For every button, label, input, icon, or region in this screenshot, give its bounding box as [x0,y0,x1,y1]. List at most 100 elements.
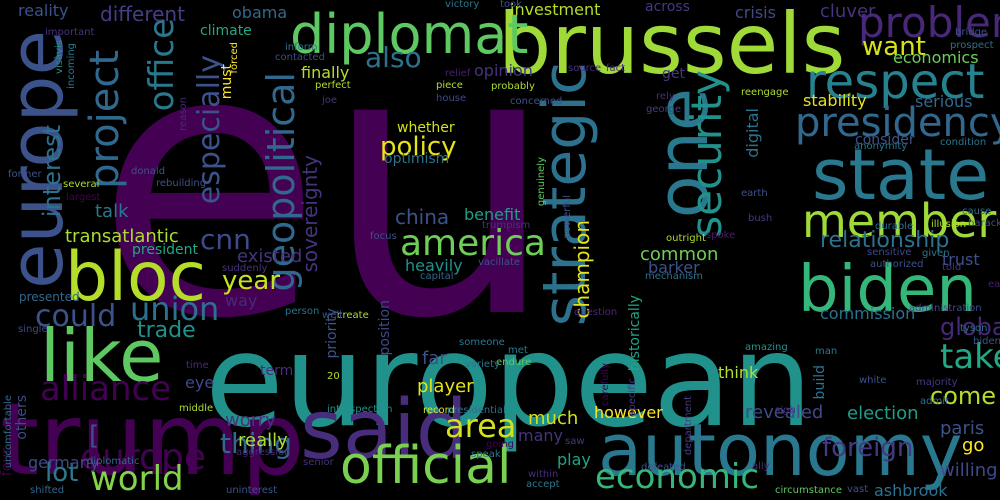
word: interest [38,125,66,218]
word: germany [28,453,100,472]
word: election [847,403,919,424]
word: go [962,435,985,456]
word: said [300,383,468,478]
word: presidency [795,100,1000,146]
word: told [942,262,962,273]
word: eu [95,0,558,400]
word: within [528,469,559,480]
word: also [365,41,422,74]
word: bridge [955,27,988,38]
word: stability [803,91,867,110]
word: contacted [275,52,325,63]
word: man [815,346,838,357]
word: way [225,291,258,310]
word: ashbrook [874,481,948,500]
word: house [436,93,467,104]
word: middle [179,403,214,414]
word: trump [0,381,305,498]
word: condition [940,137,987,148]
word: piece [436,80,463,91]
word: well [322,310,342,321]
word: many [518,426,563,445]
word: across [645,0,690,15]
word: cluver [820,1,876,22]
word: area [445,407,517,445]
word: finally [301,63,350,82]
word: bush [748,213,773,224]
word: sovereignty [298,155,322,273]
word: create [337,310,369,321]
word: carefully [600,363,611,407]
word: economics [893,48,979,67]
word: willing [940,460,998,481]
word: speak [471,449,501,460]
word: aggression [236,447,291,458]
word: spoke [706,230,736,241]
word: consider [855,132,915,148]
word: common [640,244,719,265]
word: european [205,307,813,456]
word: foreign [822,433,914,463]
word: official [340,436,512,496]
word: focus [370,231,397,242]
word: suddenly [222,263,268,274]
word: existed [237,246,303,267]
word: project [82,50,128,189]
word: presidential [447,405,506,416]
word: trust [942,250,980,269]
word: uninterest [226,485,278,496]
word: vast [847,484,869,495]
word: global [940,313,1000,341]
word: security [682,70,731,238]
word: position [377,300,393,356]
word: revealed [745,402,824,423]
word: outright [666,233,706,244]
word: source [568,63,602,74]
word: want [862,32,926,62]
word: problem [858,0,1000,47]
word: introspection [327,404,393,415]
word: europe [80,437,206,478]
word: could [35,299,117,334]
word: variety [465,359,500,370]
word: world [90,459,184,499]
word: powerful [562,195,573,239]
word: commission [820,304,916,323]
word: going [486,439,514,450]
word: get [662,66,685,82]
word: office [142,18,182,112]
word: east [988,279,1000,290]
word: single [18,324,48,335]
word: president [132,242,198,258]
word: economic [595,457,760,497]
word: reason [178,97,189,131]
word: authorized [870,259,924,270]
word: [ [89,421,100,451]
word: specific [627,378,638,416]
word: department [683,396,694,456]
word: genuinely [536,157,547,207]
word: china [395,205,450,229]
word: player [417,376,474,397]
word: cnn [200,223,251,256]
word: serious [915,92,973,111]
word: given [922,248,950,259]
word: build [812,365,828,400]
word: vacillate [478,257,521,268]
word: 20 [327,371,340,382]
word: visàvis [54,40,65,74]
word: obama [232,3,288,22]
word: barker [648,258,700,277]
word: defeated [641,462,686,473]
word: trumpism [482,220,531,231]
word: white [859,375,887,386]
word: took [500,0,522,10]
word: rebuilding [156,178,207,189]
word: state [812,134,990,216]
word: opinion [474,61,533,80]
word: autonomy [598,408,963,492]
word: biden [798,253,977,327]
word: paris [940,418,985,439]
word: eye [185,373,215,392]
word: talk [95,201,129,222]
